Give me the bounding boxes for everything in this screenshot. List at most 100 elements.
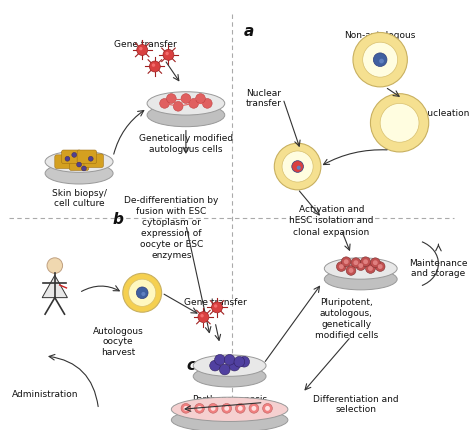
Circle shape [128, 279, 156, 307]
FancyBboxPatch shape [55, 155, 74, 168]
Circle shape [239, 356, 249, 367]
Ellipse shape [45, 163, 113, 184]
Text: Maintenance
and storage: Maintenance and storage [409, 259, 468, 278]
Circle shape [373, 260, 378, 265]
Circle shape [166, 94, 176, 103]
Circle shape [211, 302, 222, 313]
Circle shape [346, 266, 356, 275]
Circle shape [210, 360, 220, 371]
Text: c: c [186, 358, 195, 373]
Text: Differentiation and
selection: Differentiation and selection [313, 395, 399, 414]
Circle shape [82, 166, 86, 171]
Ellipse shape [45, 151, 113, 172]
Circle shape [222, 403, 232, 413]
Circle shape [379, 59, 384, 63]
Circle shape [365, 264, 375, 273]
Circle shape [354, 260, 358, 265]
Circle shape [265, 406, 270, 411]
Circle shape [363, 42, 398, 77]
Text: Skin biopsy/
cell culture: Skin biopsy/ cell culture [52, 189, 107, 208]
Text: Genetically modified
autologous cells: Genetically modified autologous cells [139, 134, 233, 154]
Circle shape [358, 263, 363, 268]
Circle shape [292, 161, 303, 172]
Circle shape [219, 364, 230, 375]
Circle shape [380, 103, 419, 142]
Circle shape [198, 312, 209, 323]
Circle shape [252, 406, 256, 411]
Text: a: a [244, 24, 254, 39]
Circle shape [183, 406, 188, 411]
Ellipse shape [147, 103, 225, 127]
Circle shape [215, 354, 225, 365]
Text: Enucleation: Enucleation [417, 109, 470, 118]
Circle shape [341, 257, 351, 266]
Text: Gene transfer: Gene transfer [184, 298, 246, 307]
Circle shape [202, 99, 212, 108]
Circle shape [165, 52, 169, 55]
Circle shape [236, 403, 245, 413]
Circle shape [160, 99, 169, 108]
Ellipse shape [193, 366, 266, 387]
FancyBboxPatch shape [77, 150, 97, 164]
Text: Pluripotent,
autologous,
genetically
modified cells: Pluripotent, autologous, genetically mod… [315, 298, 378, 340]
Text: De-differentiation by
fusion with ESC
cytoplasm or
expression of
oocyte or ESC
e: De-differentiation by fusion with ESC cy… [124, 196, 219, 260]
Circle shape [249, 403, 259, 413]
Circle shape [229, 360, 240, 371]
Circle shape [195, 403, 204, 413]
Circle shape [152, 63, 155, 67]
Circle shape [137, 287, 148, 299]
Polygon shape [42, 275, 67, 298]
Circle shape [282, 151, 313, 182]
Circle shape [65, 157, 70, 161]
Circle shape [201, 314, 204, 317]
Ellipse shape [171, 397, 288, 422]
Circle shape [88, 157, 93, 161]
Circle shape [141, 292, 146, 296]
Ellipse shape [147, 92, 225, 115]
Circle shape [378, 264, 383, 269]
FancyBboxPatch shape [84, 154, 103, 167]
Circle shape [344, 259, 348, 264]
Circle shape [224, 406, 229, 411]
Circle shape [208, 403, 218, 413]
Text: Nuclear
transfer: Nuclear transfer [246, 89, 282, 108]
Circle shape [163, 49, 174, 60]
Circle shape [234, 356, 245, 367]
Circle shape [351, 258, 361, 268]
Circle shape [181, 403, 191, 413]
Circle shape [375, 262, 385, 272]
Circle shape [196, 94, 205, 103]
Ellipse shape [324, 258, 397, 279]
Circle shape [181, 94, 191, 103]
Circle shape [353, 33, 407, 87]
Ellipse shape [171, 408, 288, 432]
Circle shape [339, 264, 344, 269]
Circle shape [371, 94, 428, 152]
Text: b: b [112, 212, 123, 228]
Text: Non-autologous
oocyte: Non-autologous oocyte [345, 31, 416, 50]
Circle shape [371, 258, 380, 268]
Circle shape [149, 61, 160, 72]
Text: Autologous
oocyte
harvest: Autologous oocyte harvest [92, 327, 143, 357]
Ellipse shape [193, 355, 266, 376]
Circle shape [139, 47, 143, 50]
Circle shape [356, 261, 365, 270]
Circle shape [77, 162, 82, 167]
Ellipse shape [324, 269, 397, 290]
FancyBboxPatch shape [62, 150, 81, 164]
Circle shape [123, 273, 162, 312]
Circle shape [47, 258, 63, 273]
Circle shape [173, 102, 183, 111]
Circle shape [348, 268, 354, 273]
Circle shape [337, 262, 346, 272]
Text: Parthenogenesis: Parthenogenesis [192, 395, 267, 404]
Circle shape [224, 354, 235, 365]
Circle shape [363, 259, 368, 264]
Circle shape [368, 266, 373, 271]
Text: Activation and
hESC isolation and
clonal expansion: Activation and hESC isolation and clonal… [289, 205, 374, 237]
Circle shape [238, 406, 243, 411]
Text: Administration: Administration [12, 390, 78, 399]
Circle shape [72, 153, 77, 157]
FancyBboxPatch shape [69, 157, 89, 170]
Circle shape [214, 304, 218, 308]
